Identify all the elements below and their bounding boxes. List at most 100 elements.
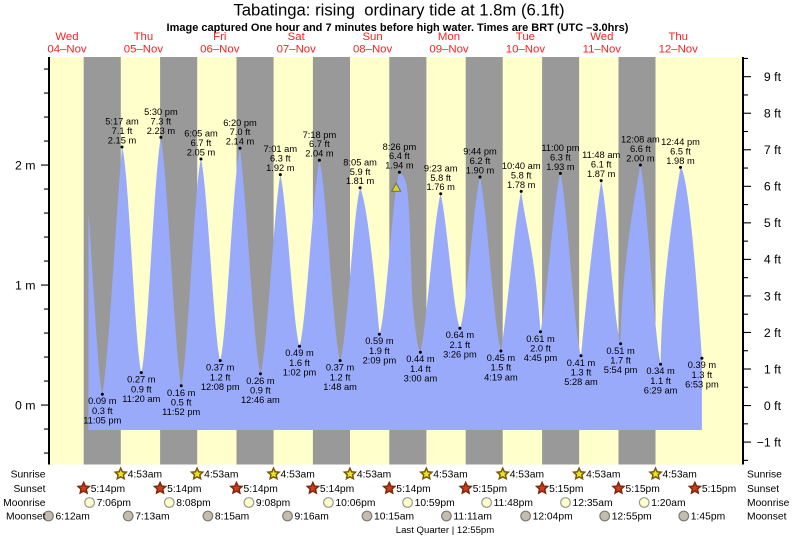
svg-text:0.45 m: 0.45 m — [487, 353, 516, 363]
svg-text:9:08pm: 9:08pm — [256, 498, 290, 509]
svg-text:1.5 ft: 1.5 ft — [491, 363, 512, 373]
svg-text:5:14pm: 5:14pm — [167, 484, 201, 495]
svg-text:0.27 m: 0.27 m — [127, 375, 156, 385]
svg-text:6.3 ft: 6.3 ft — [550, 152, 571, 162]
svg-text:1.76 m: 1.76 m — [426, 182, 455, 192]
svg-text:Sunrise: Sunrise — [11, 470, 46, 481]
svg-text:6.3 ft: 6.3 ft — [270, 154, 291, 164]
svg-text:04–Nov: 04–Nov — [47, 44, 87, 56]
svg-text:12–Nov: 12–Nov — [659, 44, 699, 56]
svg-text:5:15pm: 5:15pm — [549, 484, 583, 495]
svg-text:11–Nov: 11–Nov — [583, 44, 622, 56]
svg-text:7.3 ft: 7.3 ft — [151, 116, 172, 126]
svg-text:5:14pm: 5:14pm — [396, 484, 430, 495]
svg-text:Last Quarter | 12:55pm: Last Quarter | 12:55pm — [396, 525, 494, 536]
svg-text:Sun: Sun — [362, 31, 382, 43]
svg-text:8:05 am: 8:05 am — [343, 157, 377, 167]
svg-text:1 m: 1 m — [15, 278, 36, 292]
svg-text:6.7 ft: 6.7 ft — [309, 139, 330, 149]
svg-text:2.23 m: 2.23 m — [147, 126, 176, 136]
svg-text:2.15 m: 2.15 m — [108, 135, 137, 145]
svg-text:8 ft: 8 ft — [764, 107, 782, 121]
svg-text:0.39 m: 0.39 m — [688, 360, 717, 370]
svg-text:7 ft: 7 ft — [764, 143, 782, 157]
svg-text:12:35am: 12:35am — [573, 498, 613, 509]
svg-text:1.2 ft: 1.2 ft — [210, 372, 231, 382]
svg-text:Moonrise: Moonrise — [747, 498, 790, 509]
svg-text:Image captured One hour and 7: Image captured One hour and 7 minutes be… — [167, 22, 629, 34]
svg-text:9:44 pm: 9:44 pm — [463, 147, 497, 157]
svg-text:0.5 ft: 0.5 ft — [171, 398, 192, 408]
svg-text:6.1 ft: 6.1 ft — [591, 160, 612, 170]
svg-text:0.64 m: 0.64 m — [446, 330, 475, 340]
svg-text:11:00 pm: 11:00 pm — [541, 143, 579, 153]
svg-text:1.6 ft: 1.6 ft — [289, 358, 310, 368]
svg-text:11:52 pm: 11:52 pm — [162, 407, 200, 417]
svg-text:0 ft: 0 ft — [764, 399, 782, 413]
svg-text:10:59pm: 10:59pm — [415, 498, 455, 509]
svg-text:5:30 pm: 5:30 pm — [144, 107, 178, 117]
svg-text:0 m: 0 m — [15, 398, 36, 412]
svg-text:9:23 am: 9:23 am — [424, 163, 458, 173]
svg-text:1.94 m: 1.94 m — [385, 161, 414, 171]
svg-text:0.59 m: 0.59 m — [365, 336, 394, 346]
svg-text:4:53am: 4:53am — [510, 470, 544, 481]
svg-text:10:40 am: 10:40 am — [502, 161, 541, 171]
svg-text:2.14 m: 2.14 m — [226, 137, 255, 147]
svg-text:6:53 pm: 6:53 pm — [685, 380, 719, 390]
svg-text:0.16 m: 0.16 m — [167, 388, 196, 398]
svg-text:1.90 m: 1.90 m — [466, 165, 495, 175]
svg-text:2.05 m: 2.05 m — [187, 147, 216, 157]
svg-text:6.7 ft: 6.7 ft — [191, 138, 212, 148]
svg-text:0.09 m: 0.09 m — [88, 396, 117, 406]
svg-text:11:48 am: 11:48 am — [582, 150, 620, 160]
svg-text:Moonset: Moonset — [747, 512, 787, 523]
svg-text:6:05 am: 6:05 am — [184, 129, 218, 139]
svg-text:1 ft: 1 ft — [764, 362, 782, 376]
svg-text:0.9 ft: 0.9 ft — [250, 386, 271, 396]
svg-text:11:05 pm: 11:05 pm — [83, 416, 121, 426]
svg-text:5:17 am: 5:17 am — [105, 117, 139, 127]
svg-text:7:13am: 7:13am — [135, 512, 169, 523]
svg-text:Mon: Mon — [438, 31, 460, 43]
svg-text:6:29 am: 6:29 am — [644, 386, 678, 396]
svg-text:6.4 ft: 6.4 ft — [389, 151, 410, 161]
svg-text:Moonset: Moonset — [6, 512, 46, 523]
svg-text:5.9 ft: 5.9 ft — [350, 167, 371, 177]
svg-text:4:53am: 4:53am — [128, 470, 162, 481]
svg-text:Wed: Wed — [55, 31, 78, 43]
svg-text:7:18 pm: 7:18 pm — [303, 130, 337, 140]
svg-text:2.04 m: 2.04 m — [305, 149, 334, 159]
svg-text:0.51 m: 0.51 m — [606, 346, 635, 356]
svg-text:1.1 ft: 1.1 ft — [650, 376, 671, 386]
svg-text:12:08 am: 12:08 am — [621, 135, 660, 145]
svg-text:Sunrise: Sunrise — [747, 470, 782, 481]
svg-text:8:08pm: 8:08pm — [176, 498, 210, 509]
svg-text:1.2 ft: 1.2 ft — [330, 372, 351, 382]
svg-text:2.0 ft: 2.0 ft — [530, 344, 551, 354]
svg-text:5:15pm: 5:15pm — [626, 484, 660, 495]
svg-text:12:55pm: 12:55pm — [612, 512, 652, 523]
svg-text:6.5 ft: 6.5 ft — [670, 146, 691, 156]
svg-text:2 m: 2 m — [15, 158, 36, 172]
svg-text:12:44 pm: 12:44 pm — [661, 137, 700, 147]
svg-text:07–Nov: 07–Nov — [277, 44, 317, 56]
svg-text:06–Nov: 06–Nov — [200, 44, 240, 56]
svg-text:4:53am: 4:53am — [281, 470, 315, 481]
svg-text:3 ft: 3 ft — [764, 289, 782, 303]
svg-text:2 ft: 2 ft — [764, 326, 782, 340]
svg-text:9:16am: 9:16am — [295, 512, 329, 523]
svg-text:Tabatinga: rising ordinary ti: Tabatinga: rising ordinary tide at 1.8m … — [233, 1, 564, 20]
svg-text:10:06pm: 10:06pm — [335, 498, 375, 509]
svg-text:0.26 m: 0.26 m — [246, 376, 275, 386]
svg-text:6:20 pm: 6:20 pm — [223, 118, 257, 128]
svg-text:4:53am: 4:53am — [433, 470, 467, 481]
svg-text:9 ft: 9 ft — [764, 70, 782, 84]
svg-text:11:20 am: 11:20 am — [122, 394, 160, 404]
svg-text:1.98 m: 1.98 m — [666, 156, 695, 166]
svg-text:5:28 am: 5:28 am — [564, 377, 598, 387]
svg-text:1:20am: 1:20am — [651, 498, 685, 509]
svg-text:Fri: Fri — [213, 31, 226, 43]
svg-text:0.61 m: 0.61 m — [526, 334, 555, 344]
svg-text:4:53am: 4:53am — [357, 470, 391, 481]
